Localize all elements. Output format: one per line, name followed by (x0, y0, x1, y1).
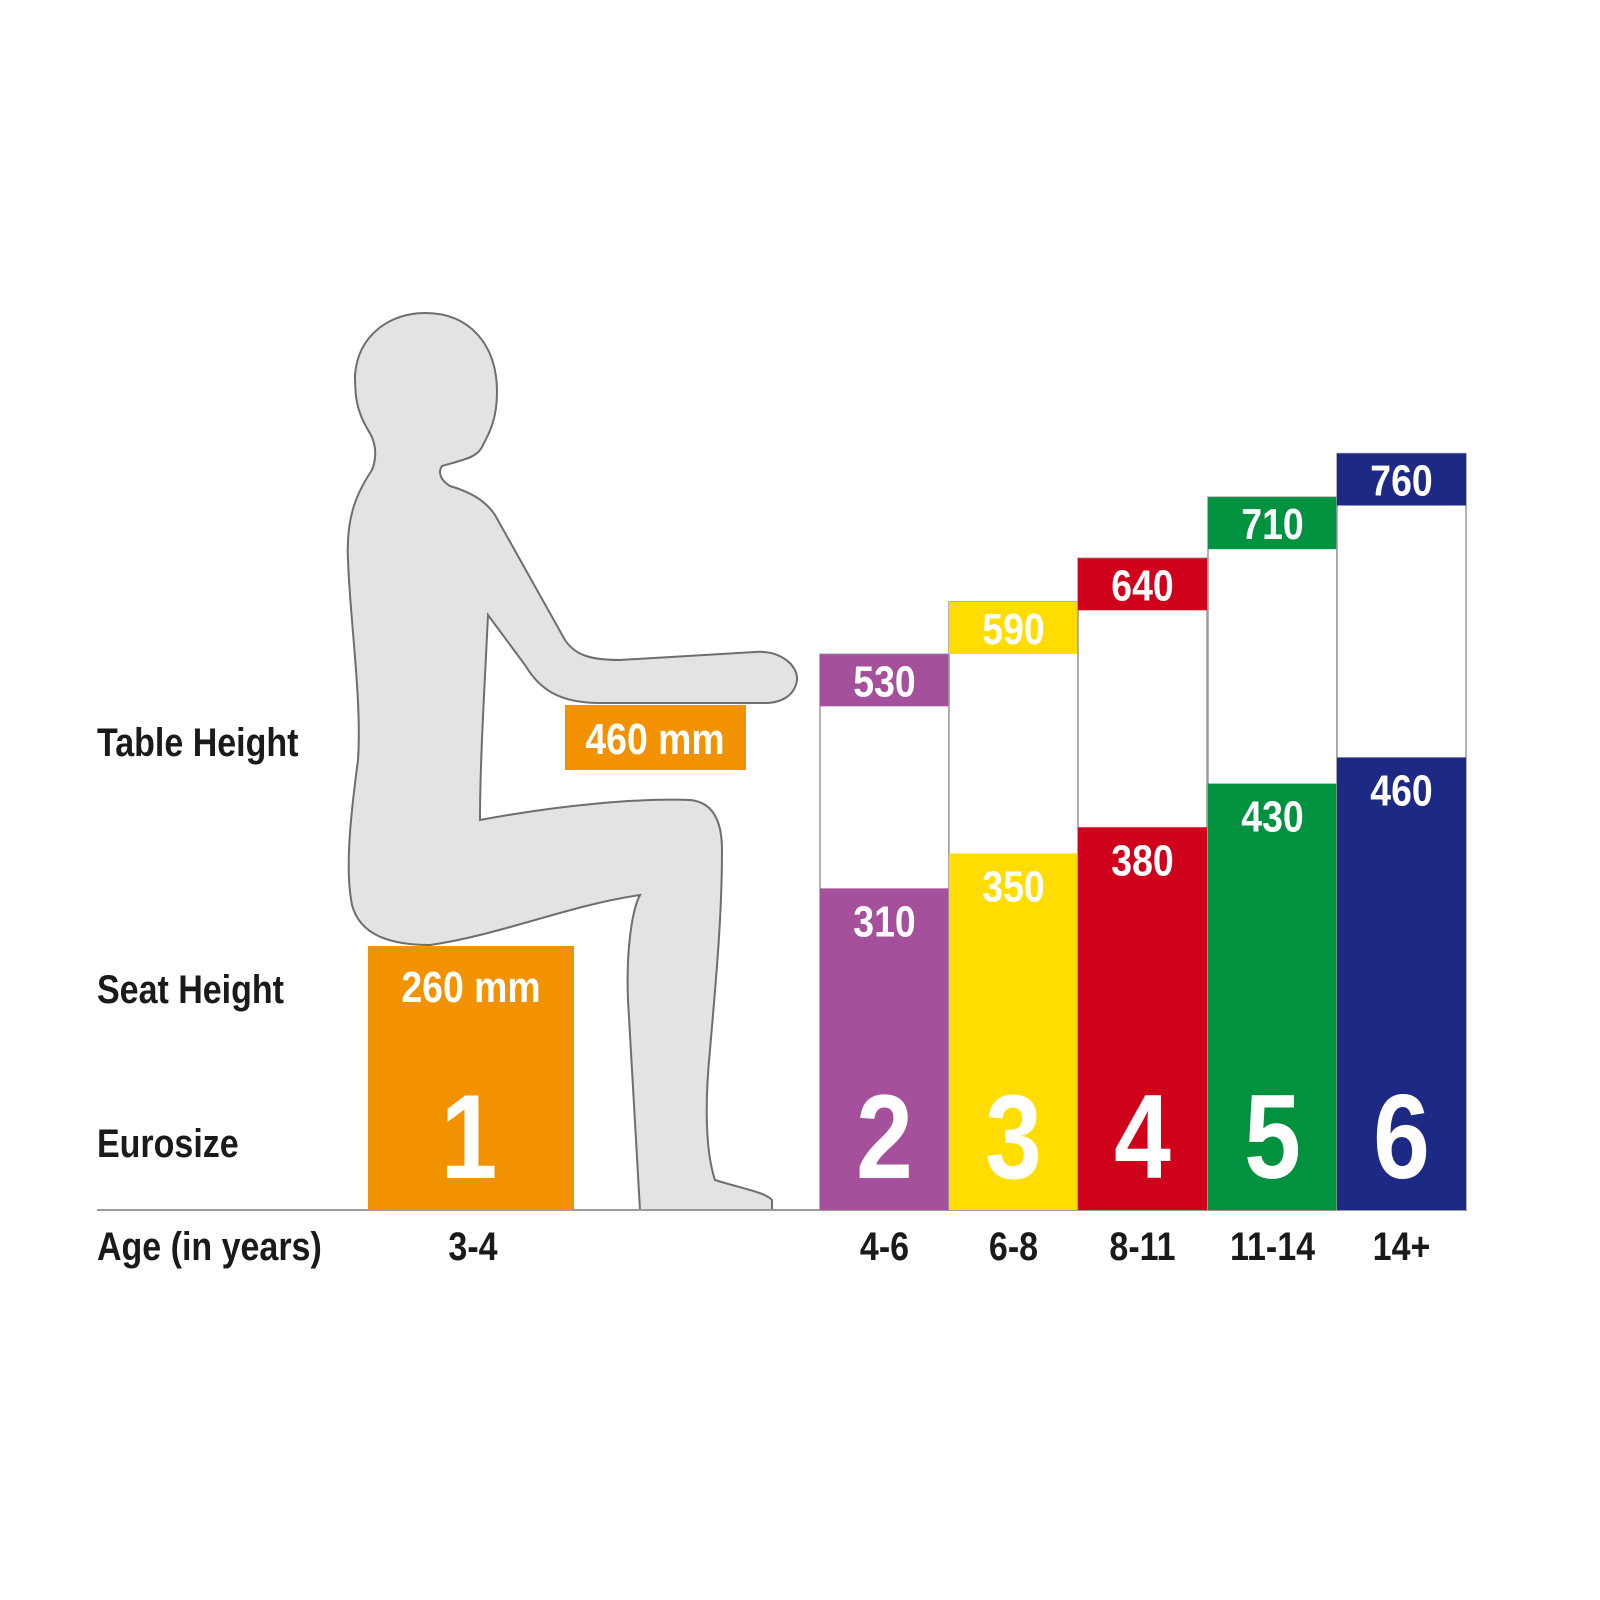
seat-bar-size-5 (1208, 783, 1337, 1210)
age-label-6-8: 6-8 (989, 1223, 1038, 1268)
age-label-14+: 14+ (1373, 1223, 1431, 1268)
seat-bar-size-2 (820, 888, 949, 1210)
table-height-value-size-6: 760 (1370, 456, 1432, 506)
age-label-8-11: 8-11 (1109, 1223, 1175, 1268)
row-label-eurosize: Eurosize (97, 1120, 239, 1165)
table-height-value-size-3: 590 (982, 604, 1044, 654)
table-height-band-size-4 (1078, 558, 1207, 611)
seated-child-silhouette (346, 311, 799, 1211)
seat-height-value-size-4: 380 (1111, 835, 1173, 885)
row-label-age: Age (in years) (97, 1223, 322, 1268)
eurosize-number-3: 3 (985, 1069, 1042, 1204)
table-height-value-size-2: 530 (853, 656, 915, 706)
seat-bar-size-1 (368, 946, 574, 1210)
table-height-label-size-1: 460 mm (585, 714, 724, 764)
table-height-band-size-2 (820, 654, 949, 707)
eurosize-number-1: 1 (441, 1069, 498, 1204)
eurosize-number-2: 2 (856, 1069, 913, 1204)
seat-bar-size-6 (1337, 757, 1466, 1210)
seat-height-label-size-1: 260 mm (401, 962, 540, 1012)
table-height-band-size-5 (1208, 497, 1337, 550)
row-label-seat-height: Seat Height (97, 966, 284, 1011)
table-height-value-size-4: 640 (1111, 560, 1173, 610)
seat-height-value-size-6: 460 (1370, 766, 1432, 816)
eurosize-number-4: 4 (1114, 1069, 1171, 1204)
eurosize-number-6: 6 (1373, 1069, 1430, 1204)
table-height-value-size-5: 710 (1241, 499, 1303, 549)
seat-bar-size-4 (1078, 827, 1207, 1210)
seat-height-value-size-5: 430 (1241, 792, 1303, 842)
seat-height-value-size-2: 310 (853, 897, 915, 947)
age-label-11-14: 11-14 (1230, 1223, 1315, 1268)
eurosize-number-5: 5 (1244, 1069, 1301, 1204)
table-height-band-size-6 (1337, 453, 1466, 506)
table-height-band-size-3 (949, 601, 1078, 654)
age-label-3-4: 3-4 (448, 1223, 497, 1268)
table-height-box-size-1 (565, 705, 746, 770)
seat-bar-size-3 (949, 853, 1078, 1210)
age-label-4-6: 4-6 (860, 1223, 909, 1268)
seat-height-value-size-3: 350 (982, 862, 1044, 912)
row-label-table-height: Table Height (97, 719, 298, 764)
